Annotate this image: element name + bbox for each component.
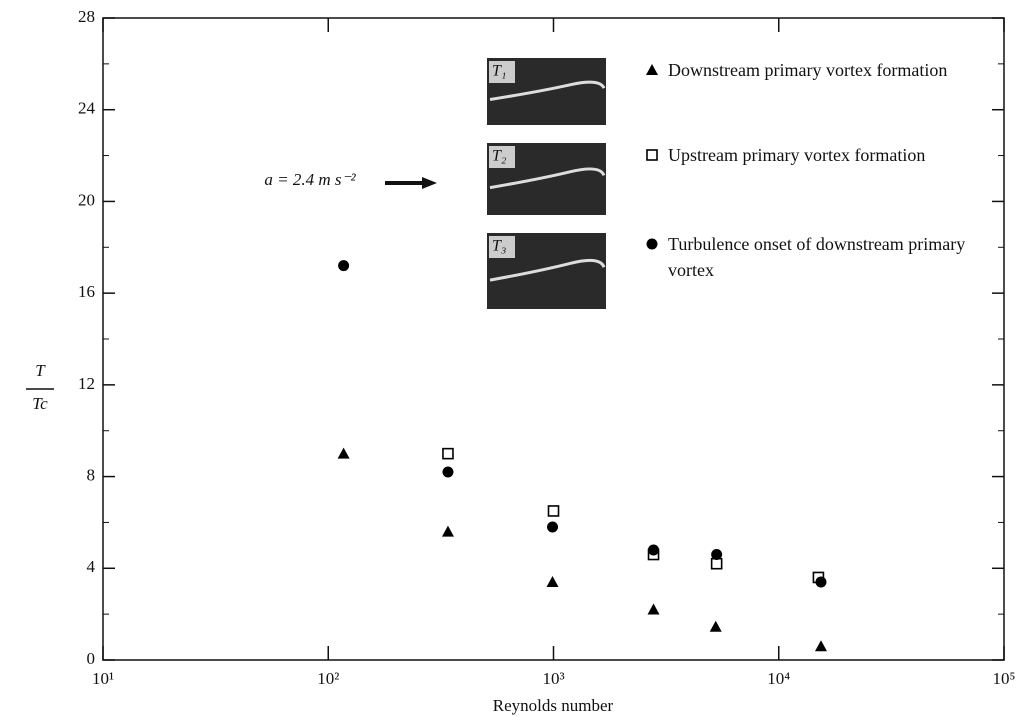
data-point — [442, 466, 454, 478]
data-point — [709, 620, 722, 632]
inset-label-box — [489, 146, 515, 168]
data-point — [814, 640, 827, 652]
x-tick-label: 10¹ — [92, 669, 114, 688]
y-axis-label-denominator: Tc — [32, 394, 48, 413]
x-axis-label: Reynolds number — [493, 696, 614, 715]
legend-label: Turbulence onset of downstream primary v… — [668, 234, 966, 280]
y-tick-label: 28 — [78, 7, 95, 26]
legend-marker — [646, 149, 658, 161]
x-tick-label: 10² — [317, 669, 339, 688]
inset-label: T₂ — [492, 148, 507, 165]
data-point — [711, 549, 723, 561]
y-tick-label: 20 — [78, 190, 95, 209]
legend-label: Downstream primary vortex formation — [668, 60, 948, 80]
inset-flow — [489, 258, 606, 282]
y-tick-label: 16 — [78, 282, 95, 301]
y-tick-label: 8 — [87, 465, 96, 484]
y-tick-label: 24 — [78, 99, 96, 118]
x-tick-label: 10⁴ — [767, 669, 790, 688]
y-tick-label: 4 — [87, 557, 96, 576]
legend-marker — [646, 238, 658, 250]
inset-flow — [489, 167, 606, 190]
legend-marker — [646, 64, 658, 75]
y-tick-label: 0 — [87, 649, 96, 668]
x-tick-label: 10³ — [542, 669, 564, 688]
data-point — [710, 557, 723, 570]
data-point — [337, 447, 350, 459]
data-point — [442, 447, 454, 460]
data-point — [338, 260, 350, 272]
data-point — [441, 525, 454, 537]
data-point — [546, 576, 559, 588]
inset-label-box — [489, 61, 515, 83]
x-tick-label: 10⁵ — [993, 669, 1016, 688]
inset-label: T₃ — [492, 238, 506, 255]
data-point — [547, 505, 560, 517]
data-point — [547, 521, 559, 533]
inset-flow — [489, 80, 606, 102]
y-axis-label-numerator: T — [35, 361, 46, 380]
inset-label: T₁ — [492, 63, 506, 80]
data-point — [815, 576, 827, 588]
inset-label-box — [489, 236, 515, 258]
legend-label: Upstream primary vortex formation — [668, 145, 926, 165]
arrow-head — [422, 177, 437, 189]
annotation: a = 2.4 m s⁻² — [264, 170, 356, 189]
data-point — [647, 603, 660, 615]
data-point — [648, 544, 660, 556]
y-tick-label: 12 — [78, 374, 95, 393]
